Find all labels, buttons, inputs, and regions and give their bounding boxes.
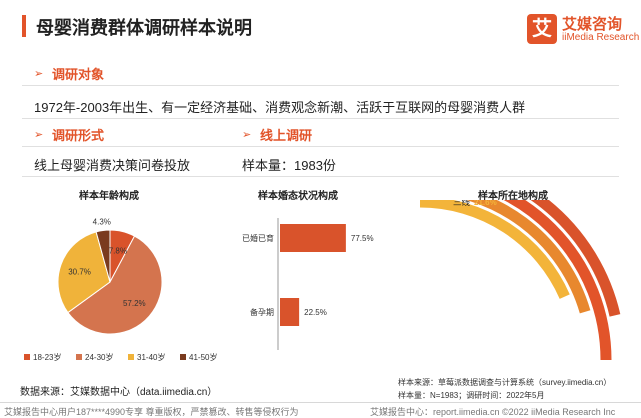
title-accent-bar [22,15,26,37]
arc-value-label: 21.6% [474,200,497,207]
pie-slice-24-30岁 [67,235,163,335]
arrow-icon: ➢ [34,129,44,141]
category-label: 三线 [453,200,471,207]
legend-swatch [128,354,134,360]
age-chart-title: 样本年龄构成 [79,191,139,202]
footer-left: 艾媒报告中心用户187****4990专享 尊重版权，严禁篡改、转售等侵权行为 [4,407,299,417]
pie-slice-31-40岁 [57,231,111,314]
legend-swatch [76,354,82,360]
marital-bar-chart: 已婚已育 77.5% 备孕期 22.5% [242,218,374,350]
arc-新一线 [503,200,612,361]
bar-已婚已育 [280,224,346,252]
arrow-icon: ➢ [34,68,44,80]
category-label: 备孕期 [250,307,274,317]
form-section-label: 调研形式 [52,128,105,143]
page-title: 母婴消费群体调研样本说明 [36,18,252,38]
pie-slice-41-50岁 [95,229,111,283]
pie-value-label: 4.3% [93,218,111,227]
location-chart-title: 样本所在地构成 [478,191,548,202]
divider [22,176,619,177]
pie-value-label: 7.8% [109,247,127,256]
arrow-icon: ➢ [242,129,252,141]
sample-size: 样本量：1983份 [242,158,336,173]
logo-name: 艾媒咨询 [562,16,623,33]
pie-value-label: 57.2% [123,299,146,308]
target-section-label: 调研对象 [52,67,105,82]
sample-info-note: 样本量：N=1983；调研时间：2022年5月 [398,391,545,400]
legend-label: 18-23岁 [33,352,61,362]
arc-一线 [530,200,621,317]
arc-三线 [419,200,570,299]
legend-label: 41-50岁 [189,352,217,362]
age-pie-chart: 7.8% 57.2% 30.7% 4.3% 18-23岁 24-30岁 31-40岁 41-… [24,218,217,362]
target-description: 1972年-2003年出生、有一定经济基础、消费观念新潮、活跃于互联网的母婴消费… [34,100,526,115]
footer-divider [0,402,641,403]
pie-value-label: 30.7% [68,267,91,276]
online-section-label: 线上调研 [260,128,313,143]
legend-swatch [180,354,186,360]
arc-二线 [465,200,591,314]
logo-english-name: iiMedia Research [562,32,640,43]
legend-swatch [24,354,30,360]
bar-备孕期 [280,298,300,326]
bar-value-label: 22.5% [304,308,327,317]
divider [22,118,619,119]
bar-value-label: 77.5% [351,234,374,243]
sample-source-note: 样本来源：草莓派数据调查与计算系统（survey.iimedia.cn） [398,378,612,387]
data-source-note: 数据来源：艾媒数据中心（data.iimedia.cn） [20,387,218,398]
category-label: 已婚已育 [242,233,274,243]
form-description: 线上母婴消费决策问卷投放 [34,158,191,173]
logo-icon: 艾 [527,14,557,44]
legend-label: 24-30岁 [85,352,113,362]
marital-chart-title: 样本婚态状况构成 [258,191,338,202]
footer-right: 艾媒报告中心：report.iimedia.cn ©2022 iiMedia R… [370,407,616,417]
divider [22,146,619,147]
legend-label: 31-40岁 [137,352,165,362]
divider [22,85,619,86]
